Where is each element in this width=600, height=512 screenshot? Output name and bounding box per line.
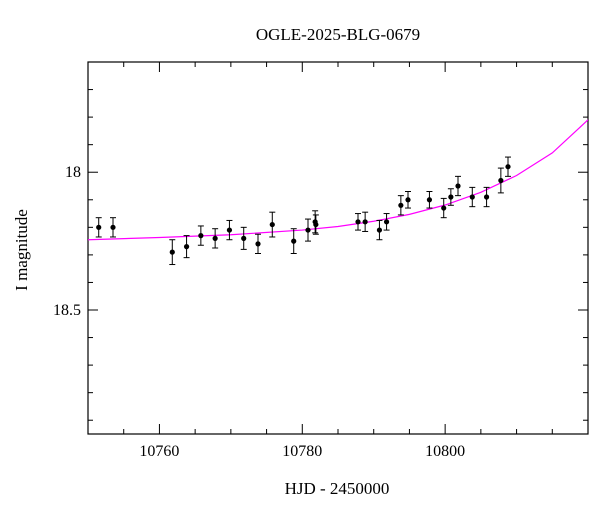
data-point xyxy=(305,227,311,233)
data-point xyxy=(355,219,361,225)
plot-area: 10760 10780 10800 18 18.5 xyxy=(53,61,589,460)
data-point xyxy=(426,197,433,203)
x-axis-label: HJD - 2450000 xyxy=(285,479,390,498)
x-tick-label: 10800 xyxy=(425,443,465,460)
y-tick-label: 18.5 xyxy=(53,302,81,319)
data-point xyxy=(448,194,454,200)
data-point xyxy=(198,233,204,239)
data-point xyxy=(455,183,461,189)
data-point xyxy=(269,221,275,228)
data-point xyxy=(505,164,511,170)
data-point xyxy=(96,224,102,230)
data-point xyxy=(376,227,383,233)
data-point xyxy=(405,197,411,203)
data-point xyxy=(483,194,490,200)
chart-title: OGLE-2025-BLG-0679 xyxy=(256,25,420,44)
data-point xyxy=(226,227,233,233)
plot-frame xyxy=(87,61,589,435)
data-point xyxy=(110,224,116,230)
data-point xyxy=(241,235,247,241)
data-point xyxy=(469,194,475,200)
data-point xyxy=(362,219,368,225)
model-curve xyxy=(88,119,588,241)
y-tick-label: 18 xyxy=(65,164,81,181)
data-point xyxy=(291,238,297,244)
y-axis-label: I magnitude xyxy=(12,209,31,291)
data-point xyxy=(383,219,390,225)
data-point xyxy=(255,241,261,247)
x-tick-label: 10780 xyxy=(282,443,322,460)
data-point xyxy=(313,221,319,228)
data-point xyxy=(183,244,190,250)
data-point xyxy=(498,177,504,184)
data-point xyxy=(441,205,447,211)
data-point xyxy=(212,235,218,241)
x-tick-label: 10760 xyxy=(139,443,179,460)
data-point xyxy=(169,249,175,255)
data-point xyxy=(398,202,404,208)
